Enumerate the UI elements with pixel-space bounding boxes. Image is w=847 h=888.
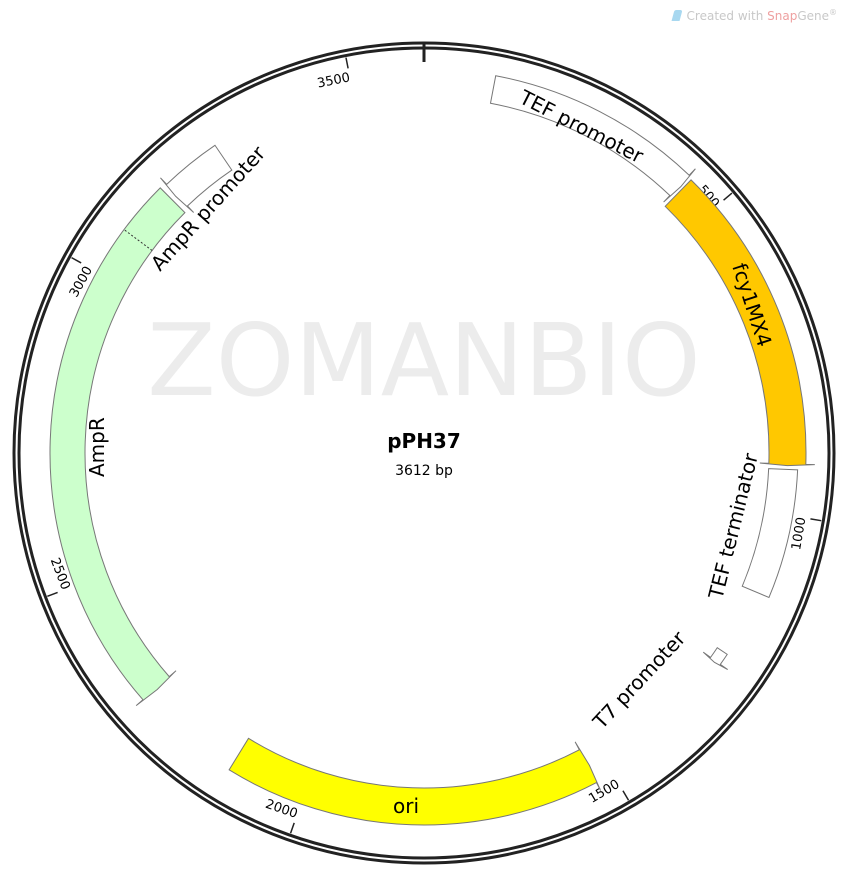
feature-ampr-promoter[interactable] <box>160 144 233 213</box>
tick-mark <box>71 256 82 264</box>
feature-tef-terminator[interactable] <box>741 468 799 599</box>
snapgene-credit: Created with SnapGene® <box>671 8 837 23</box>
tick-mark <box>622 790 630 801</box>
feature-fcy1mx4[interactable] <box>664 179 815 467</box>
tick-mark <box>723 192 733 201</box>
credit-brand-gene: Gene <box>797 9 829 23</box>
backbone-outer-ring <box>12 41 836 865</box>
feature-t7-promoter[interactable] <box>702 647 728 671</box>
feature-label-t7-promoter[interactable]: T7 promoter <box>587 626 690 734</box>
plasmid-name: pPH37 <box>387 429 461 453</box>
tick-label: 3500 <box>316 70 351 91</box>
feature-label-ampr[interactable]: AmpR <box>85 417 109 477</box>
watermark: ZOMANBIO <box>147 302 701 419</box>
tick-mark <box>289 822 295 834</box>
feature-tef-promoter[interactable] <box>489 75 696 203</box>
tick-mark <box>345 57 349 69</box>
credit-brand-snap: Snap <box>767 9 798 23</box>
tick-mark <box>47 591 58 598</box>
credit-text: Created with <box>686 9 768 23</box>
backbone-inner-ring <box>17 46 831 860</box>
tick-label: 1000 <box>789 516 809 551</box>
plasmid-size: 3612 bp <box>395 463 453 479</box>
feature-ampr[interactable] <box>49 187 186 707</box>
feature-ori[interactable] <box>228 737 602 826</box>
ampr-segment-boundary <box>123 229 153 251</box>
tick-mark <box>810 518 822 522</box>
feature-label-ori[interactable]: ori <box>393 794 419 818</box>
credit-mark: ® <box>829 8 837 17</box>
